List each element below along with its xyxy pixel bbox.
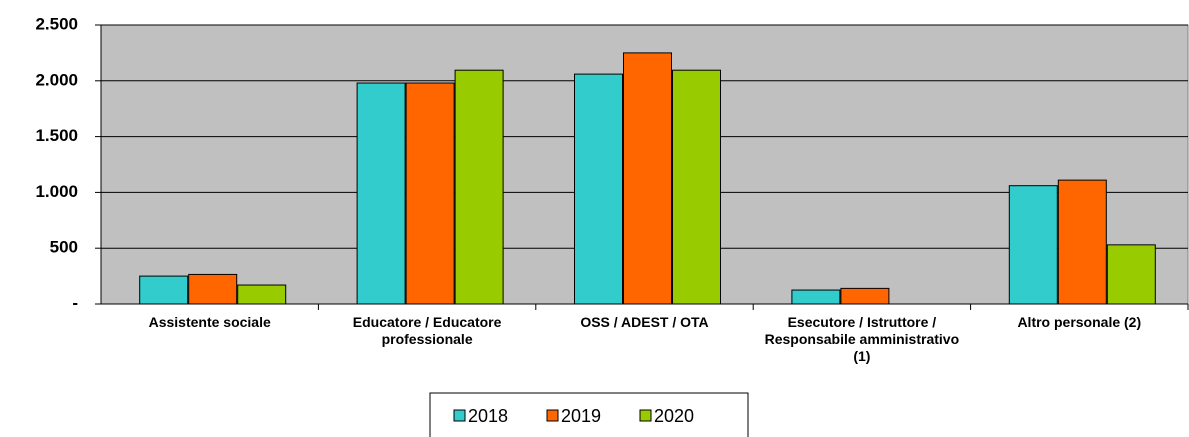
legend-swatch	[546, 409, 559, 422]
bar	[405, 82, 455, 305]
legend-swatch	[453, 409, 466, 422]
x-tick-label: Assistente sociale	[148, 314, 271, 330]
x-tick-label-box: OSS / ADEST / OTA	[580, 314, 709, 330]
bar	[672, 69, 721, 305]
bar	[840, 287, 890, 305]
bar	[1057, 179, 1107, 305]
bar	[574, 73, 623, 305]
bar	[356, 82, 406, 305]
y-tick-label: 1.000	[35, 182, 78, 201]
y-tick-label: 2.000	[35, 70, 78, 89]
x-tick-label-box: Esecutore / Istruttore / Responsabile am…	[764, 314, 960, 364]
y-tick-label: -	[72, 293, 78, 312]
x-tick-label: Educatore / Educatore professionale	[352, 314, 502, 347]
bar	[237, 284, 287, 305]
legend-swatch	[639, 409, 652, 422]
bar	[623, 52, 672, 305]
y-tick-label: 2.500	[35, 14, 78, 33]
x-tick-label: Altro personale (2)	[1017, 314, 1142, 330]
y-tick-label: 1.500	[35, 126, 78, 145]
legend-box	[429, 392, 749, 437]
x-tick-label: OSS / ADEST / OTA	[580, 314, 709, 330]
x-tick-label-box: Educatore / Educatore professionale	[352, 314, 502, 347]
legend-label: 2020	[654, 406, 694, 426]
x-tick-label-box: Assistente sociale	[148, 314, 271, 330]
bar	[139, 275, 189, 305]
bar	[1106, 244, 1156, 305]
legend-label: 2018	[468, 406, 508, 426]
x-tick-label-box: Altro personale (2)	[1017, 314, 1142, 330]
x-tick-label: Esecutore / Istruttore / Responsabile am…	[764, 314, 960, 364]
bar	[188, 273, 238, 305]
bar	[791, 289, 841, 305]
legend-label: 2019	[561, 406, 601, 426]
bar	[1008, 185, 1058, 305]
y-tick-label: 500	[50, 238, 78, 257]
bar	[454, 69, 504, 305]
